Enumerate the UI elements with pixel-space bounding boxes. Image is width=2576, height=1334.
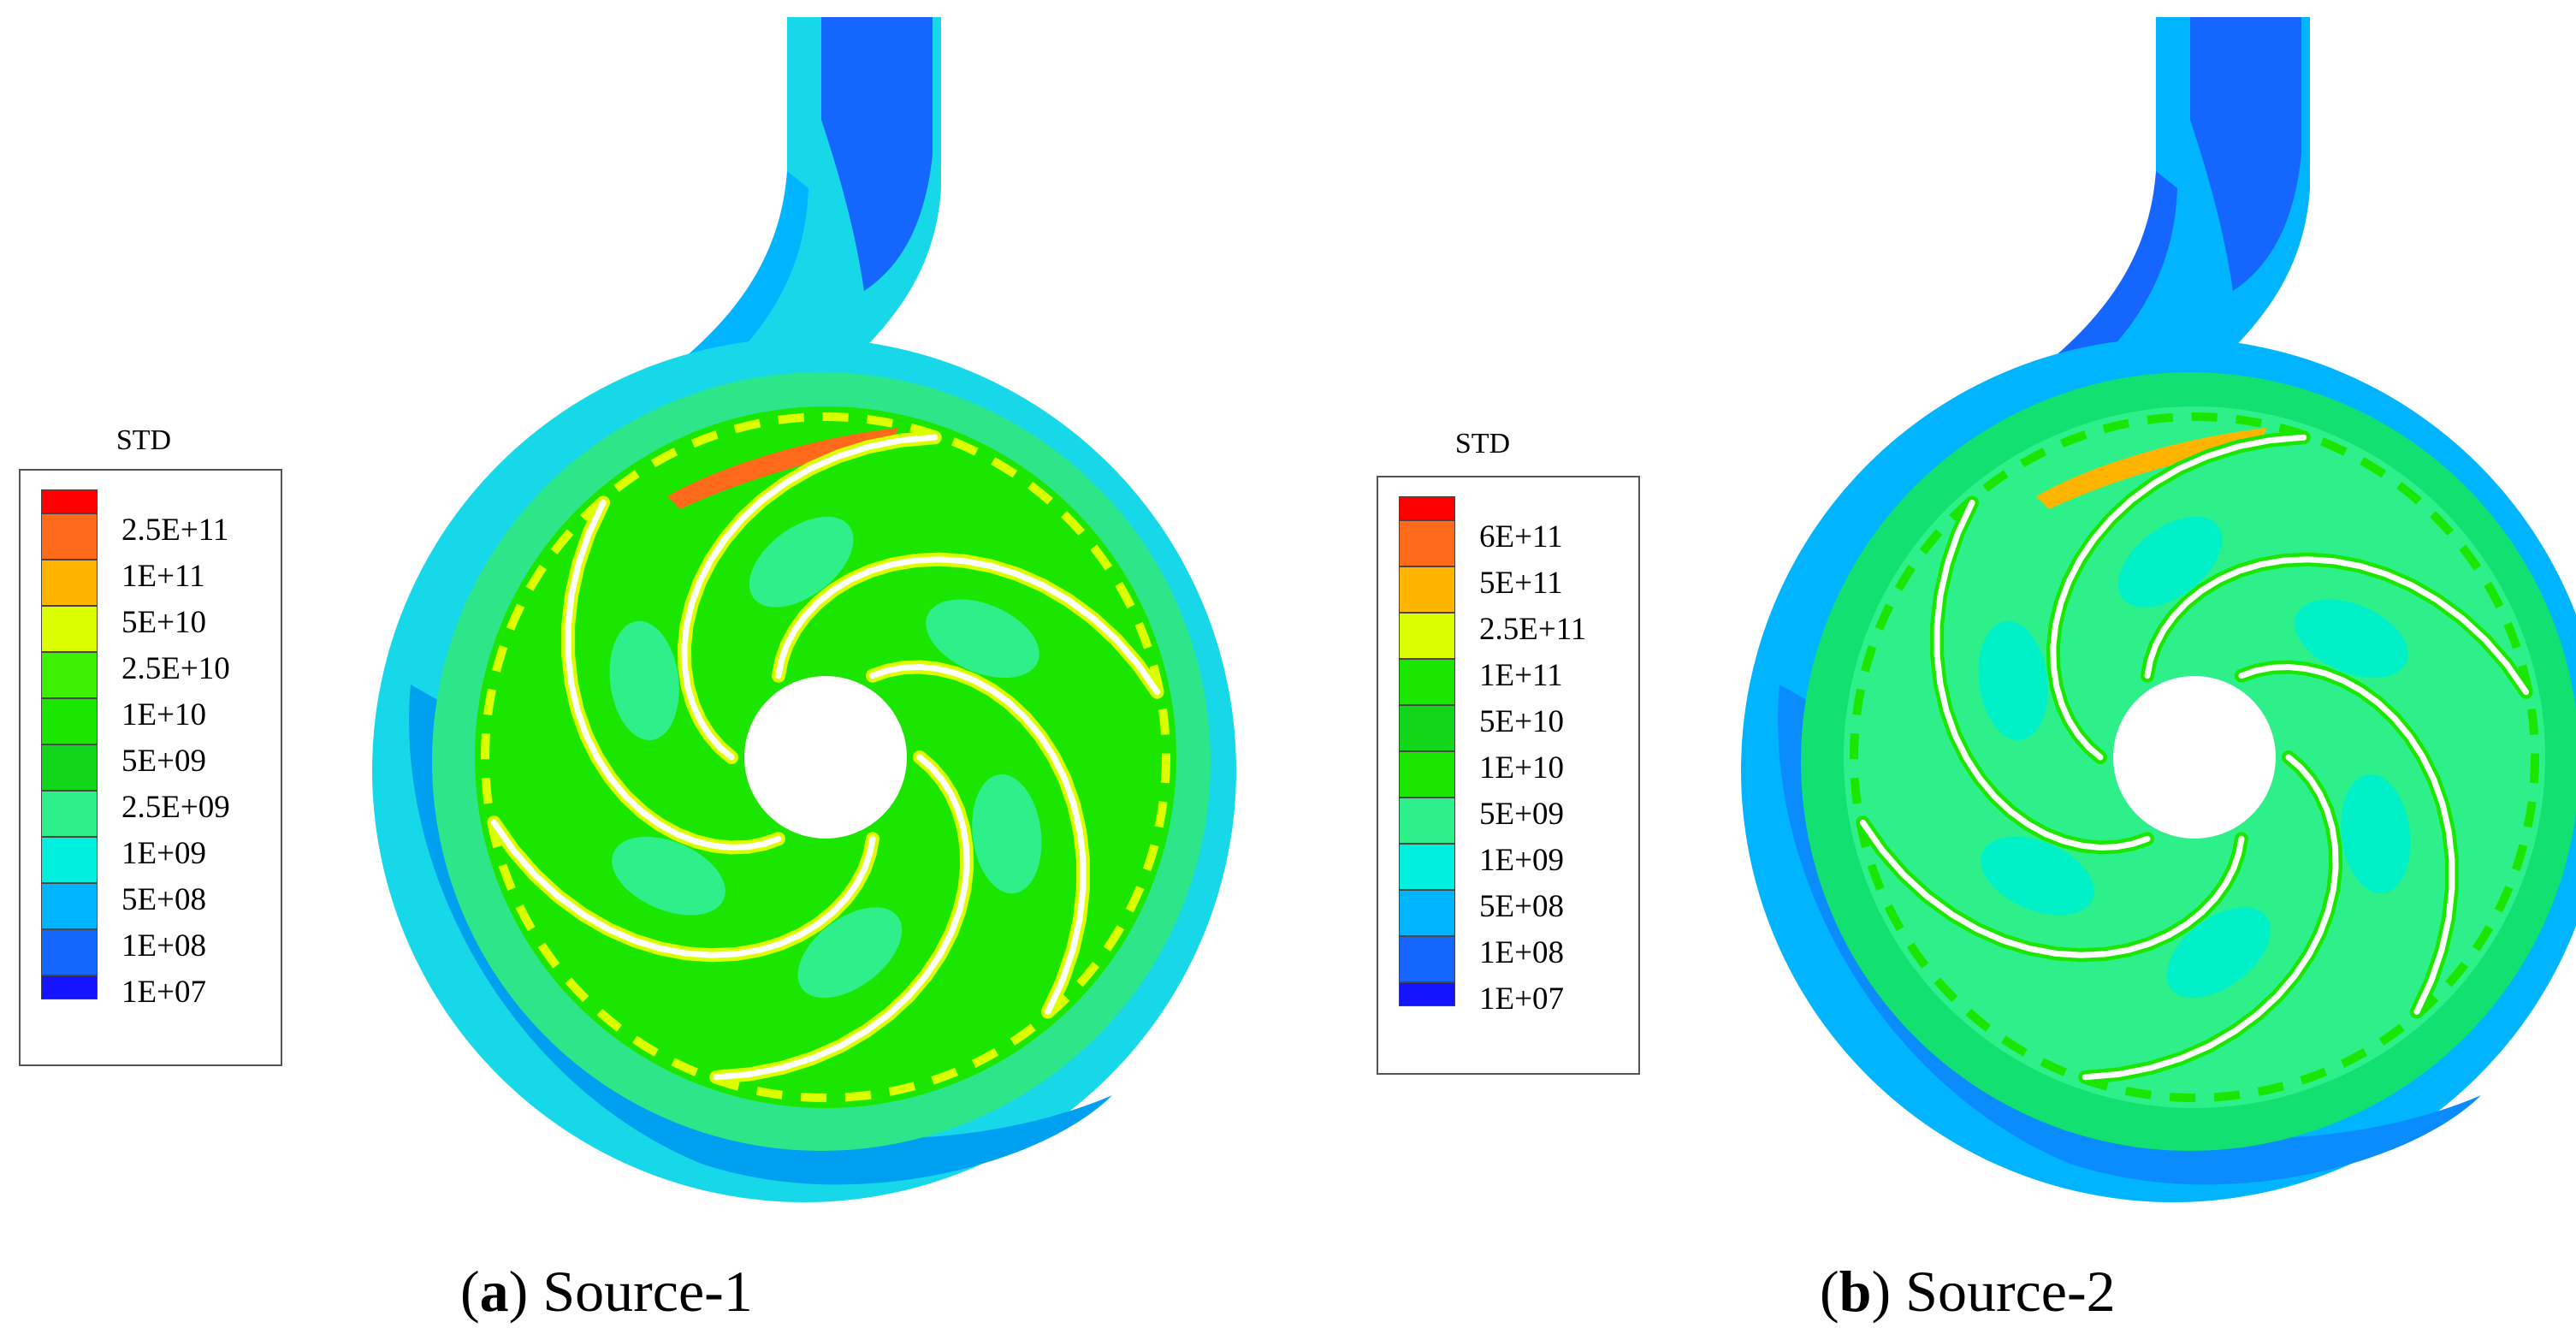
flow-patch — [797, 907, 903, 999]
legend-swatch — [1399, 982, 1455, 1006]
panel-a: STD 2.5E+11 1E+11 5E+10 2.5E+10 1E+10 5E+09 2.… — [19, 17, 1236, 1324]
legend-swatch — [1399, 844, 1455, 890]
legend-swatch — [41, 929, 98, 975]
flow-patch — [1981, 836, 2094, 916]
flow-patch — [926, 599, 1039, 679]
impeller-rim — [1850, 412, 2539, 1102]
legend-swatch — [1399, 566, 1455, 613]
legend-box: 2.5E+11 1E+11 5E+10 2.5E+10 1E+10 5E+09 2.5E+0… — [19, 469, 282, 1066]
legend-label: 1E+07 — [1479, 981, 1564, 1017]
legend-swatch — [41, 560, 98, 606]
legend-swatch-top — [41, 489, 98, 513]
impeller-blade — [2144, 556, 2530, 696]
legend-title: STD — [115, 424, 172, 456]
legend-label: 5E+10 — [121, 605, 206, 640]
legend-label: 5E+08 — [121, 882, 206, 917]
legend-swatch — [41, 744, 98, 791]
volute-tongue — [667, 428, 898, 509]
legend-swatch — [41, 606, 98, 652]
legend-swatch — [41, 837, 98, 883]
impeller-blade — [713, 754, 970, 1081]
legend-swatch — [1399, 613, 1455, 659]
flow-patch — [612, 836, 725, 916]
legend-swatch — [1399, 705, 1455, 751]
legend-label: 5E+09 — [1479, 797, 1564, 832]
caption: (a) Source-1 — [460, 1259, 753, 1324]
legend-swatch — [1399, 520, 1455, 566]
legend-label: 1E+08 — [121, 928, 206, 963]
flow-patch — [972, 774, 1042, 894]
legend-swatch-top — [1399, 496, 1455, 520]
flow-patch — [2166, 907, 2271, 999]
impeller-blade — [775, 556, 1161, 696]
legend-swatch — [1399, 936, 1455, 982]
legend-label: 6E+11 — [1479, 519, 1563, 554]
impeller-rim — [481, 412, 1170, 1102]
flow-patch — [2295, 599, 2408, 679]
caption-text: Source-2 — [1905, 1259, 2116, 1324]
impeller-blade — [2238, 663, 2455, 1015]
legend-label: 5E+09 — [121, 744, 206, 779]
impeller-blade — [681, 434, 939, 761]
legend-swatch — [1399, 751, 1455, 797]
legend-title: STD — [1454, 428, 1511, 459]
flow-patch — [1978, 620, 2048, 741]
legend-label: 5E+11 — [1479, 566, 1563, 601]
impeller-hub — [744, 676, 907, 839]
legend-label: 1E+07 — [121, 975, 206, 1010]
legend-swatch — [1399, 797, 1455, 844]
legend-swatch — [41, 883, 98, 929]
legend-label: 1E+09 — [1479, 843, 1564, 878]
impeller-blade — [1859, 819, 2245, 958]
legend-swatch — [41, 698, 98, 744]
pump-contour-plot — [372, 17, 1236, 1202]
panel-b: STD 6E+11 5E+11 2.5E+11 1E+11 5E+10 1E+10 5E+0… — [1288, 0, 2576, 1334]
flow-patch — [2341, 774, 2411, 894]
impeller-blade — [565, 500, 782, 851]
legend-swatch — [1399, 890, 1455, 936]
outlet-core — [821, 17, 933, 291]
legend-label: 2.5E+11 — [1479, 612, 1587, 647]
legend-swatch — [1399, 659, 1455, 705]
legend-box: 6E+11 5E+11 2.5E+11 1E+11 5E+10 1E+10 5E+09 1E+… — [1377, 476, 1640, 1075]
caption: (b) Source-2 — [1820, 1259, 2116, 1324]
legend-label: 2.5E+09 — [121, 790, 230, 825]
flow-patch — [749, 516, 854, 608]
legend-label: 1E+11 — [1479, 658, 1563, 693]
legend-swatch — [41, 513, 98, 560]
legend-label: 5E+10 — [1479, 704, 1564, 739]
legend-label: 2.5E+10 — [121, 651, 230, 686]
impeller-blade — [490, 819, 876, 958]
pump-contour-plot — [1741, 17, 2576, 1202]
caption-letter: b — [1839, 1259, 1872, 1324]
volute-tongue — [2036, 428, 2267, 509]
caption-letter: a — [479, 1259, 509, 1324]
flow-patch — [609, 620, 679, 741]
flow-patch — [2117, 516, 2223, 608]
legend-label: 1E+11 — [121, 559, 205, 594]
impeller-blade — [2082, 754, 2339, 1081]
legend-label: 1E+10 — [1479, 750, 1564, 786]
outlet-core — [2190, 17, 2301, 291]
legend-swatch — [41, 975, 98, 999]
legend-label: 1E+10 — [121, 697, 206, 732]
legend-label: 2.5E+11 — [121, 513, 229, 548]
legend-label: 1E+09 — [121, 836, 206, 871]
impeller-hub — [2113, 676, 2276, 839]
legend-label: 5E+08 — [1479, 889, 1564, 924]
impeller-blade — [869, 663, 1087, 1015]
caption-text: Source-1 — [542, 1259, 753, 1324]
legend-swatch — [41, 791, 98, 837]
impeller-blade — [1933, 500, 2151, 851]
legend-swatch — [41, 652, 98, 698]
impeller-blade — [2050, 434, 2307, 761]
legend-label: 1E+08 — [1479, 935, 1564, 970]
